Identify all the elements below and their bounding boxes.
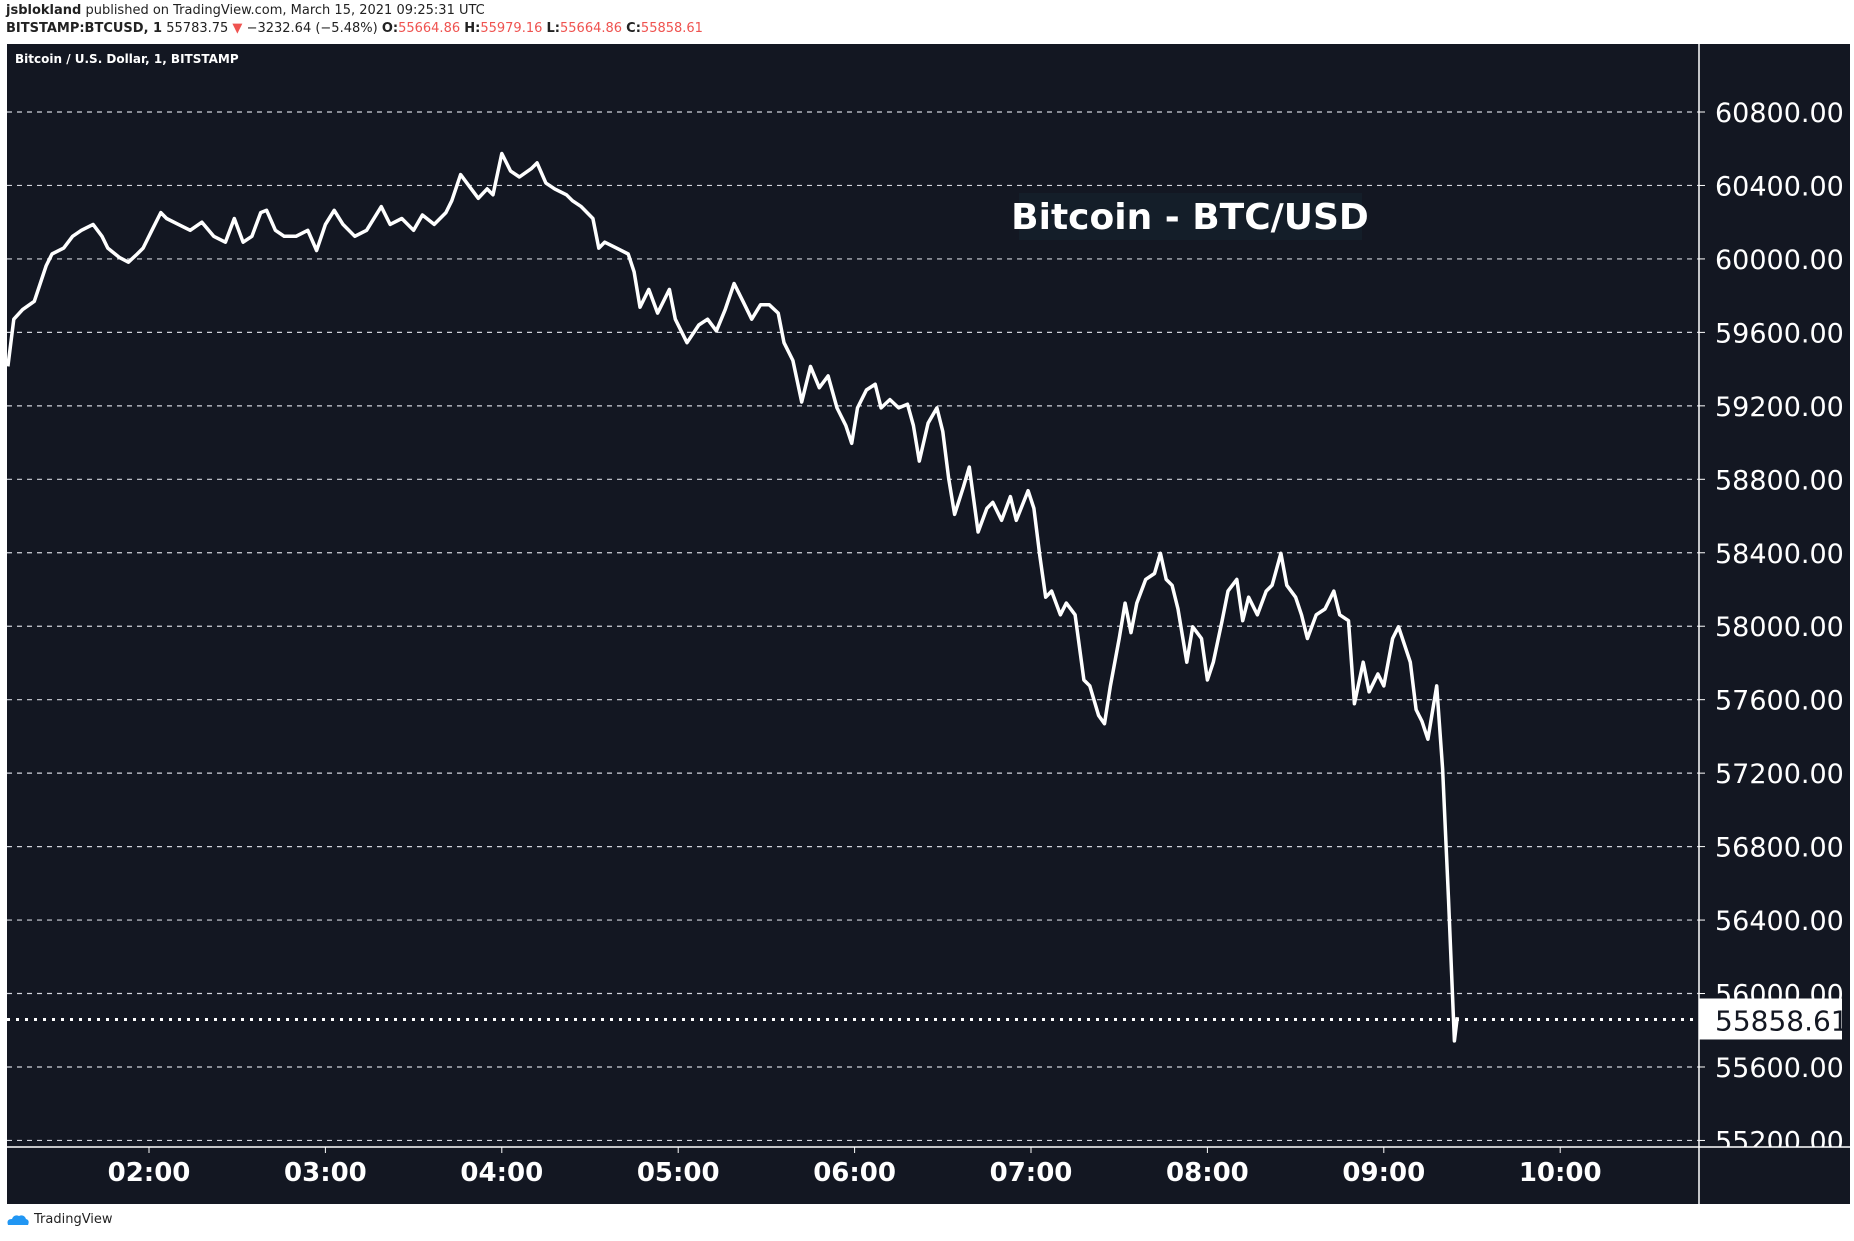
y-tick-label: 55600.00: [1715, 1053, 1844, 1084]
x-tick-label: 02:00: [108, 1158, 191, 1188]
close-label: C:: [626, 21, 641, 36]
down-arrow-icon: ▼: [232, 21, 243, 36]
price-line: [6, 151, 1460, 1043]
brand-name: TradingView: [34, 1212, 113, 1227]
x-tick-label: 09:00: [1342, 1158, 1425, 1188]
close-value: 55858.61: [640, 21, 703, 36]
series-legend: Bitcoin / U.S. Dollar, 1, BITSTAMP: [15, 52, 239, 66]
title-box: [1019, 193, 1362, 240]
open-value: 55664.86: [398, 21, 461, 36]
x-tick-label: 04:00: [460, 1158, 543, 1188]
tradingview-cloud-icon: [7, 1214, 29, 1225]
y-tick-label: 57200.00: [1715, 759, 1844, 790]
y-tick-label: 60400.00: [1715, 171, 1844, 202]
open-label: O:: [381, 21, 399, 36]
last-price-label: 55858.61: [1715, 1004, 1849, 1037]
y-tick-label: 59200.00: [1715, 392, 1844, 423]
x-tick-label: 05:00: [637, 1158, 720, 1188]
x-tick-label: 06:00: [813, 1158, 896, 1188]
y-tick-label: 59600.00: [1715, 318, 1844, 349]
chart-panel[interactable]: [7, 44, 1850, 1204]
y-tick-label: 58800.00: [1715, 465, 1844, 496]
last-price-box: [1699, 998, 1842, 1040]
author: jsblokland: [6, 3, 82, 18]
y-tick-label: 58000.00: [1715, 612, 1844, 643]
high-value: 55979.16: [480, 21, 543, 36]
symbol: BITSTAMP:BTCUSD, 1: [6, 21, 163, 36]
low-value: 55664.86: [560, 21, 623, 36]
symbol-info: BITSTAMP:BTCUSD, 1 55783.75 ▼ −3232.64 (…: [6, 21, 703, 36]
publish-text: published on TradingView.com, March 15, …: [85, 3, 485, 18]
low-label: L:: [546, 21, 560, 36]
x-tick-label: 07:00: [990, 1158, 1073, 1188]
time-axis-bg: [7, 1147, 1850, 1204]
last-price: 55783.75: [166, 21, 229, 36]
y-tick-label: 56800.00: [1715, 833, 1844, 864]
y-tick-label: 56400.00: [1715, 906, 1844, 937]
tradingview-logo[interactable]: TradingView: [6, 1212, 113, 1227]
high-label: H:: [464, 21, 481, 36]
x-tick-label: 03:00: [284, 1158, 367, 1188]
y-tick-label: 60800.00: [1715, 98, 1844, 129]
publish-info: jsblokland published on TradingView.com,…: [6, 3, 485, 18]
y-tick-label: 58400.00: [1715, 539, 1844, 570]
y-tick-label: 57600.00: [1715, 686, 1844, 717]
x-tick-label: 08:00: [1166, 1158, 1249, 1188]
chart-title: Bitcoin - BTC/USD: [1011, 197, 1369, 238]
y-tick-label: 60000.00: [1715, 245, 1844, 276]
price-change: −3232.64 (−5.48%): [246, 21, 378, 36]
x-tick-label: 10:00: [1519, 1158, 1602, 1188]
